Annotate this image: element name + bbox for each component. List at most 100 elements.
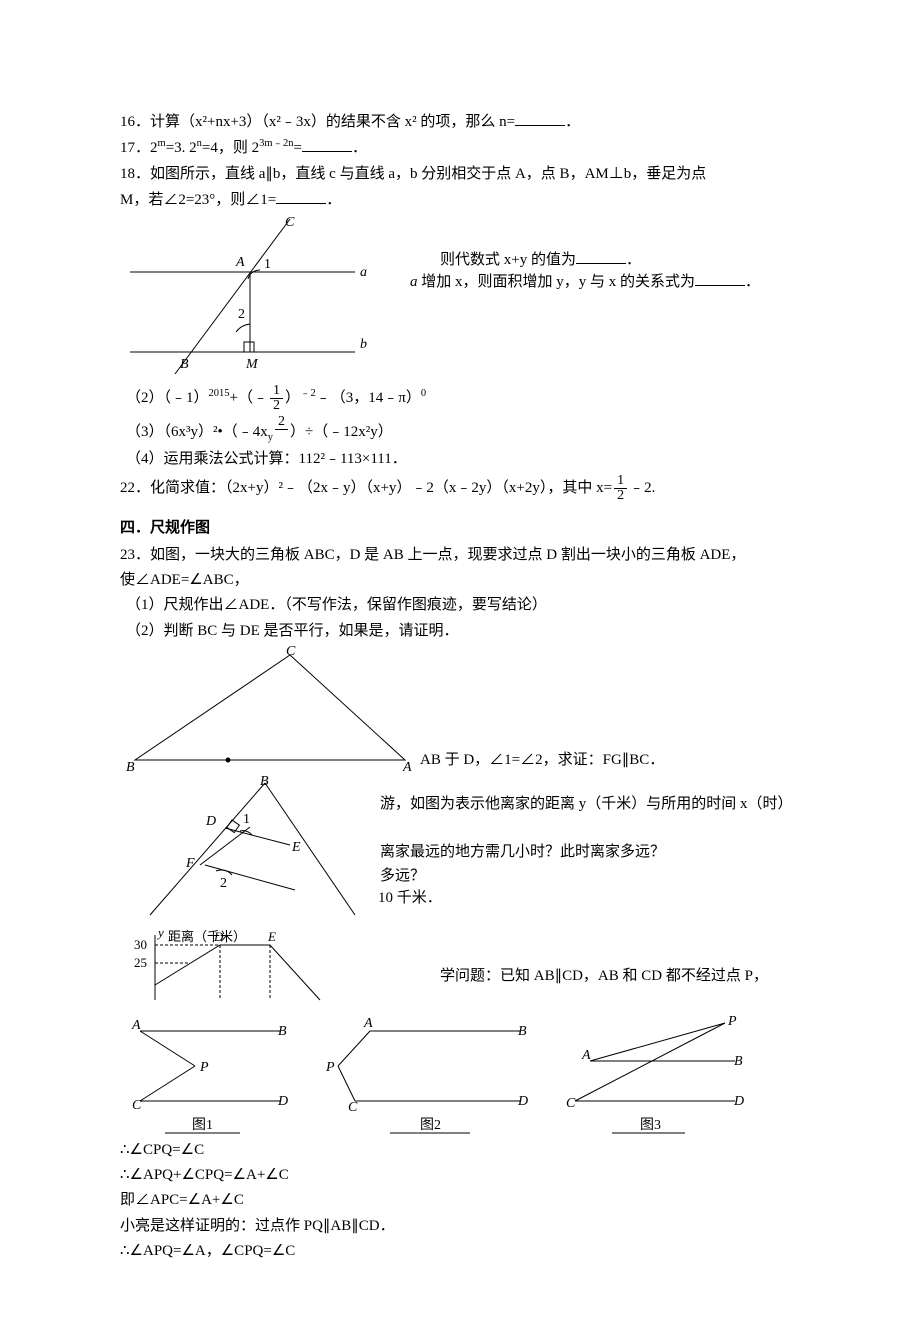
svg-text:30: 30 xyxy=(134,937,147,952)
q17-period: ． xyxy=(352,140,367,156)
overlay-r1: 则代数式 x+y 的值为 ． xyxy=(440,248,641,272)
q17-eq1: =3. 2 xyxy=(166,140,197,156)
d24-E: E xyxy=(291,840,301,855)
diagram25-wrap: y 距离（千米） 30 25 D E 学问题：已知 AB∥CD，AB 和 CD … xyxy=(120,925,805,1005)
q17-a: 17．2 xyxy=(120,140,158,156)
section4-title: 四．尺规作图 xyxy=(120,517,805,540)
svg-text:P: P xyxy=(325,1060,335,1075)
q18-period: ． xyxy=(326,192,341,208)
svg-text:C: C xyxy=(566,1096,576,1111)
q23-l3: （1）尺规作出∠ADE．（不写作法，保留作图痕迹，要写结论） xyxy=(120,594,805,617)
d24-B: B xyxy=(260,775,269,789)
q18-l2-wrap: M，若∠2=23°，则∠1= ． xyxy=(120,188,805,212)
q17-blank xyxy=(302,136,352,152)
fig3-cap: 图3 xyxy=(640,1118,661,1133)
q18-blank xyxy=(276,188,326,204)
diagram24-wrap: B D E F 1 2 游，如图为表示他离家的距离 y（千米）与所用的时间 x（… xyxy=(120,775,805,925)
q23-l4: （2）判断 BC 与 DE 是否平行，如果是，请证明． xyxy=(120,620,805,643)
q21-frac1: 12 xyxy=(270,384,283,413)
q16: 16．计算（x²+nx+3）（x²﹣3x）的结果不含 x² 的项，那么 n= ． xyxy=(120,110,805,134)
ov-r1-p: ． xyxy=(626,252,641,268)
q23-l1: 23．如图，一块大的三角板 ABC，D 是 AB 上一点，现要求过点 D 割出一… xyxy=(120,544,805,567)
diagram23-wrap: B A C AB 于 D，∠1=∠2，求证：FG∥BC． xyxy=(120,645,805,775)
q22-xeq: x= xyxy=(596,479,612,495)
ov-r2-blank xyxy=(695,270,745,286)
q17: 17．2m=3. 2n=4，则 23m﹣2n=． xyxy=(120,136,805,160)
ov-r23: AB 于 D，∠1=∠2，求证：FG∥BC． xyxy=(420,752,664,768)
q17-eq2: =4，则 2 xyxy=(202,140,259,156)
ov-r2-t: 增加 x，则面积增加 y，y 与 x 的关系式为 xyxy=(421,274,695,290)
d18-A: A xyxy=(235,255,245,270)
fig1-cap: 图1 xyxy=(192,1118,213,1133)
q21-3-frac: 2 xyxy=(275,415,288,444)
svg-text:B: B xyxy=(278,1024,287,1039)
svg-text:B: B xyxy=(734,1054,743,1069)
diagram18-svg: A 1 C a 2 B M b xyxy=(120,214,380,384)
ov-r2-p: ． xyxy=(745,274,760,290)
d25-D: D xyxy=(213,929,224,944)
d18-a: a xyxy=(360,265,367,280)
q21-2: （2）（﹣1）2015+（﹣12）﹣2﹣（3，14﹣π）0 xyxy=(120,384,805,413)
ov-r3-l3: 多远？ xyxy=(380,865,425,888)
q18-l1: 18．如图所示，直线 a∥b，直线 c 与直线 a，b 分别相交于点 A，点 B… xyxy=(120,163,805,186)
page-root: 16．计算（x²+nx+3）（x²﹣3x）的结果不含 x² 的项，那么 n=． … xyxy=(0,0,920,1325)
diagram24-svg: B D E F 1 2 xyxy=(120,775,370,925)
tail-0: ∴∠CPQ=∠C xyxy=(120,1139,805,1162)
q21-4: （4）运用乘法公式计算：112²﹣113×111． xyxy=(120,448,805,471)
fig2-cap: 图2 xyxy=(420,1118,441,1133)
d18-C: C xyxy=(285,215,295,230)
q21-2c: ﹣（3，14﹣π） xyxy=(316,390,421,406)
d18-one: 1 xyxy=(264,257,271,272)
q16-text: 16．计算（x²+nx+3）（x²﹣3x）的结果不含 x² 的项，那么 n= xyxy=(120,114,515,130)
q17-sup-3m2n: 3m﹣2n xyxy=(259,138,293,149)
tail-3: 小亮是这样证明的：过点作 PQ∥AB∥CD． xyxy=(120,1215,805,1238)
d24-two: 2 xyxy=(220,876,227,891)
tail-1: ∴∠APQ+∠CPQ=∠A+∠C xyxy=(120,1164,805,1187)
d24-D: D xyxy=(205,814,216,829)
d25-E: E xyxy=(267,929,276,944)
svg-text:C: C xyxy=(132,1098,142,1113)
q22-tail: ﹣2. xyxy=(629,479,655,495)
figset: AB CD P AB CD P AB CD P 图1 图2 图3 xyxy=(120,1011,805,1141)
svg-text:D: D xyxy=(733,1094,744,1109)
d23-C: C xyxy=(286,645,296,659)
d23-B: B xyxy=(126,760,135,775)
tail-4: ∴∠APQ=∠A，∠CPQ=∠C xyxy=(120,1240,805,1263)
svg-text:y: y xyxy=(156,925,164,940)
svg-text:P: P xyxy=(727,1014,737,1029)
d18-b: b xyxy=(360,337,367,352)
q23-l2: 使∠ADE=∠ABC， xyxy=(120,569,805,592)
q17-eq3: = xyxy=(294,140,302,156)
svg-text:A: A xyxy=(363,1016,373,1031)
svg-text:D: D xyxy=(517,1094,528,1109)
svg-text:C: C xyxy=(348,1100,358,1115)
d18-M: M xyxy=(245,357,259,372)
q18-l2: M，若∠2=23°，则∠1= xyxy=(120,192,276,208)
q21-3: （3）（6x³y）²•（﹣4xy2 ）÷（﹣12x²y） xyxy=(120,415,805,446)
q21-sup0: 0 xyxy=(421,388,426,399)
ov-r1-t: 则代数式 x+y 的值为 xyxy=(440,252,576,268)
ov-r1-blank xyxy=(576,248,626,264)
svg-text:A: A xyxy=(131,1018,141,1033)
d24-F: F xyxy=(185,856,195,871)
svg-text:B: B xyxy=(518,1024,527,1039)
svg-text:D: D xyxy=(277,1094,288,1109)
tail-2: 即∠APC=∠A+∠C xyxy=(120,1189,805,1212)
d24-one: 1 xyxy=(243,812,250,827)
ov-r3-l4: 10 千米． xyxy=(378,887,442,910)
diagram25-svg: y 距离（千米） 30 25 D E xyxy=(120,925,350,1005)
q22-pre: 22．化简求值：（2x+y）²﹣（2x﹣y）（x+y）﹣2（x﹣2y）（x+2y… xyxy=(120,479,596,495)
q16-period: ． xyxy=(565,114,580,130)
svg-text:A: A xyxy=(581,1048,591,1063)
q22: 22．化简求值：（2x+y）²﹣（2x﹣y）（x+y）﹣2（x﹣2y）（x+2y… xyxy=(120,474,805,503)
figset-svg: AB CD P AB CD P AB CD P 图1 图2 图3 xyxy=(120,1011,800,1141)
d23-A: A xyxy=(402,760,412,775)
q22-frac: 12 xyxy=(614,474,627,503)
q16-blank xyxy=(515,110,565,126)
d18-two: 2 xyxy=(238,307,245,322)
d25-ylabel: 距离（千米） xyxy=(168,929,246,944)
d18-B: B xyxy=(180,357,189,372)
overlay-r2: a 增加 x，则面积增加 y，y 与 x 的关系式为． xyxy=(410,270,760,294)
overlay-r-23: AB 于 D，∠1=∠2，求证：FG∥BC． xyxy=(420,749,664,772)
q17-sup-m: m xyxy=(158,138,166,149)
